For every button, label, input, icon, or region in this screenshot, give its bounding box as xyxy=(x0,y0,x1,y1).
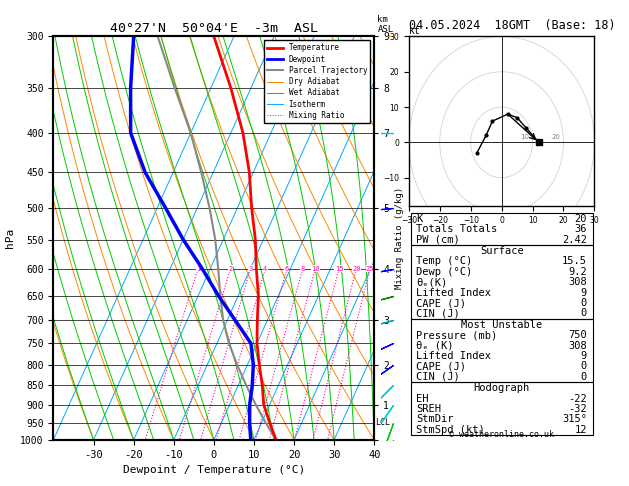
Text: 0: 0 xyxy=(581,372,587,382)
Legend: Temperature, Dewpoint, Parcel Trajectory, Dry Adiabat, Wet Adiabat, Isotherm, Mi: Temperature, Dewpoint, Parcel Trajectory… xyxy=(264,40,370,123)
Text: CAPE (J): CAPE (J) xyxy=(416,362,466,371)
Text: 0: 0 xyxy=(581,298,587,308)
Text: 308: 308 xyxy=(568,341,587,350)
Text: CIN (J): CIN (J) xyxy=(416,372,460,382)
X-axis label: Dewpoint / Temperature (°C): Dewpoint / Temperature (°C) xyxy=(123,465,305,475)
Text: LCL: LCL xyxy=(376,418,391,427)
Text: 2: 2 xyxy=(228,266,233,272)
Text: -32: -32 xyxy=(568,404,587,414)
Text: Totals Totals: Totals Totals xyxy=(416,224,498,234)
Text: 6: 6 xyxy=(285,266,289,272)
Text: 3: 3 xyxy=(248,266,253,272)
Text: Lifted Index: Lifted Index xyxy=(416,288,491,297)
Text: Most Unstable: Most Unstable xyxy=(461,320,542,330)
Text: PW (cm): PW (cm) xyxy=(416,235,460,244)
Y-axis label: Mixing Ratio (g/kg): Mixing Ratio (g/kg) xyxy=(395,187,404,289)
Bar xyxy=(411,319,593,382)
Text: 0: 0 xyxy=(581,362,587,371)
Text: 10: 10 xyxy=(520,134,530,140)
Text: SREH: SREH xyxy=(416,404,442,414)
Y-axis label: hPa: hPa xyxy=(4,228,14,248)
Text: 1: 1 xyxy=(196,266,200,272)
Bar xyxy=(411,213,593,245)
Text: EH: EH xyxy=(416,394,429,403)
Text: kt: kt xyxy=(409,26,421,36)
Text: 15: 15 xyxy=(335,266,343,272)
Text: 36: 36 xyxy=(574,224,587,234)
Text: 0: 0 xyxy=(581,309,587,318)
Text: © weatheronline.co.uk: © weatheronline.co.uk xyxy=(449,431,554,439)
Text: 04.05.2024  18GMT  (Base: 18): 04.05.2024 18GMT (Base: 18) xyxy=(409,18,615,32)
Text: Lifted Index: Lifted Index xyxy=(416,351,491,361)
Bar xyxy=(411,245,593,319)
Text: 8: 8 xyxy=(301,266,305,272)
Text: km
ASL: km ASL xyxy=(377,15,394,34)
Text: θₑ(K): θₑ(K) xyxy=(416,277,447,287)
Text: CIN (J): CIN (J) xyxy=(416,309,460,318)
Text: Dewp (°C): Dewp (°C) xyxy=(416,267,472,277)
Text: 9.2: 9.2 xyxy=(568,267,587,277)
Text: 20: 20 xyxy=(552,134,560,140)
Text: Pressure (mb): Pressure (mb) xyxy=(416,330,498,340)
Text: Surface: Surface xyxy=(480,246,523,256)
Text: 25: 25 xyxy=(366,266,374,272)
Text: 750: 750 xyxy=(568,330,587,340)
Text: K: K xyxy=(416,214,423,224)
Text: 20: 20 xyxy=(574,214,587,224)
Title: 40°27'N  50°04'E  -3m  ASL: 40°27'N 50°04'E -3m ASL xyxy=(110,22,318,35)
Text: 20: 20 xyxy=(352,266,360,272)
Text: -22: -22 xyxy=(568,394,587,403)
Text: Hodograph: Hodograph xyxy=(474,383,530,393)
Text: 308: 308 xyxy=(568,277,587,287)
Text: 4: 4 xyxy=(263,266,267,272)
Text: StmSpd (kt): StmSpd (kt) xyxy=(416,425,485,435)
Text: 9: 9 xyxy=(581,288,587,297)
Text: 12: 12 xyxy=(574,425,587,435)
Text: 10: 10 xyxy=(311,266,320,272)
Text: Temp (°C): Temp (°C) xyxy=(416,256,472,266)
Bar xyxy=(411,382,593,435)
Text: 15.5: 15.5 xyxy=(562,256,587,266)
Text: θₑ (K): θₑ (K) xyxy=(416,341,454,350)
Text: StmDir: StmDir xyxy=(416,415,454,424)
Text: 2.42: 2.42 xyxy=(562,235,587,244)
Text: CAPE (J): CAPE (J) xyxy=(416,298,466,308)
Text: 9: 9 xyxy=(581,351,587,361)
Text: 315°: 315° xyxy=(562,415,587,424)
